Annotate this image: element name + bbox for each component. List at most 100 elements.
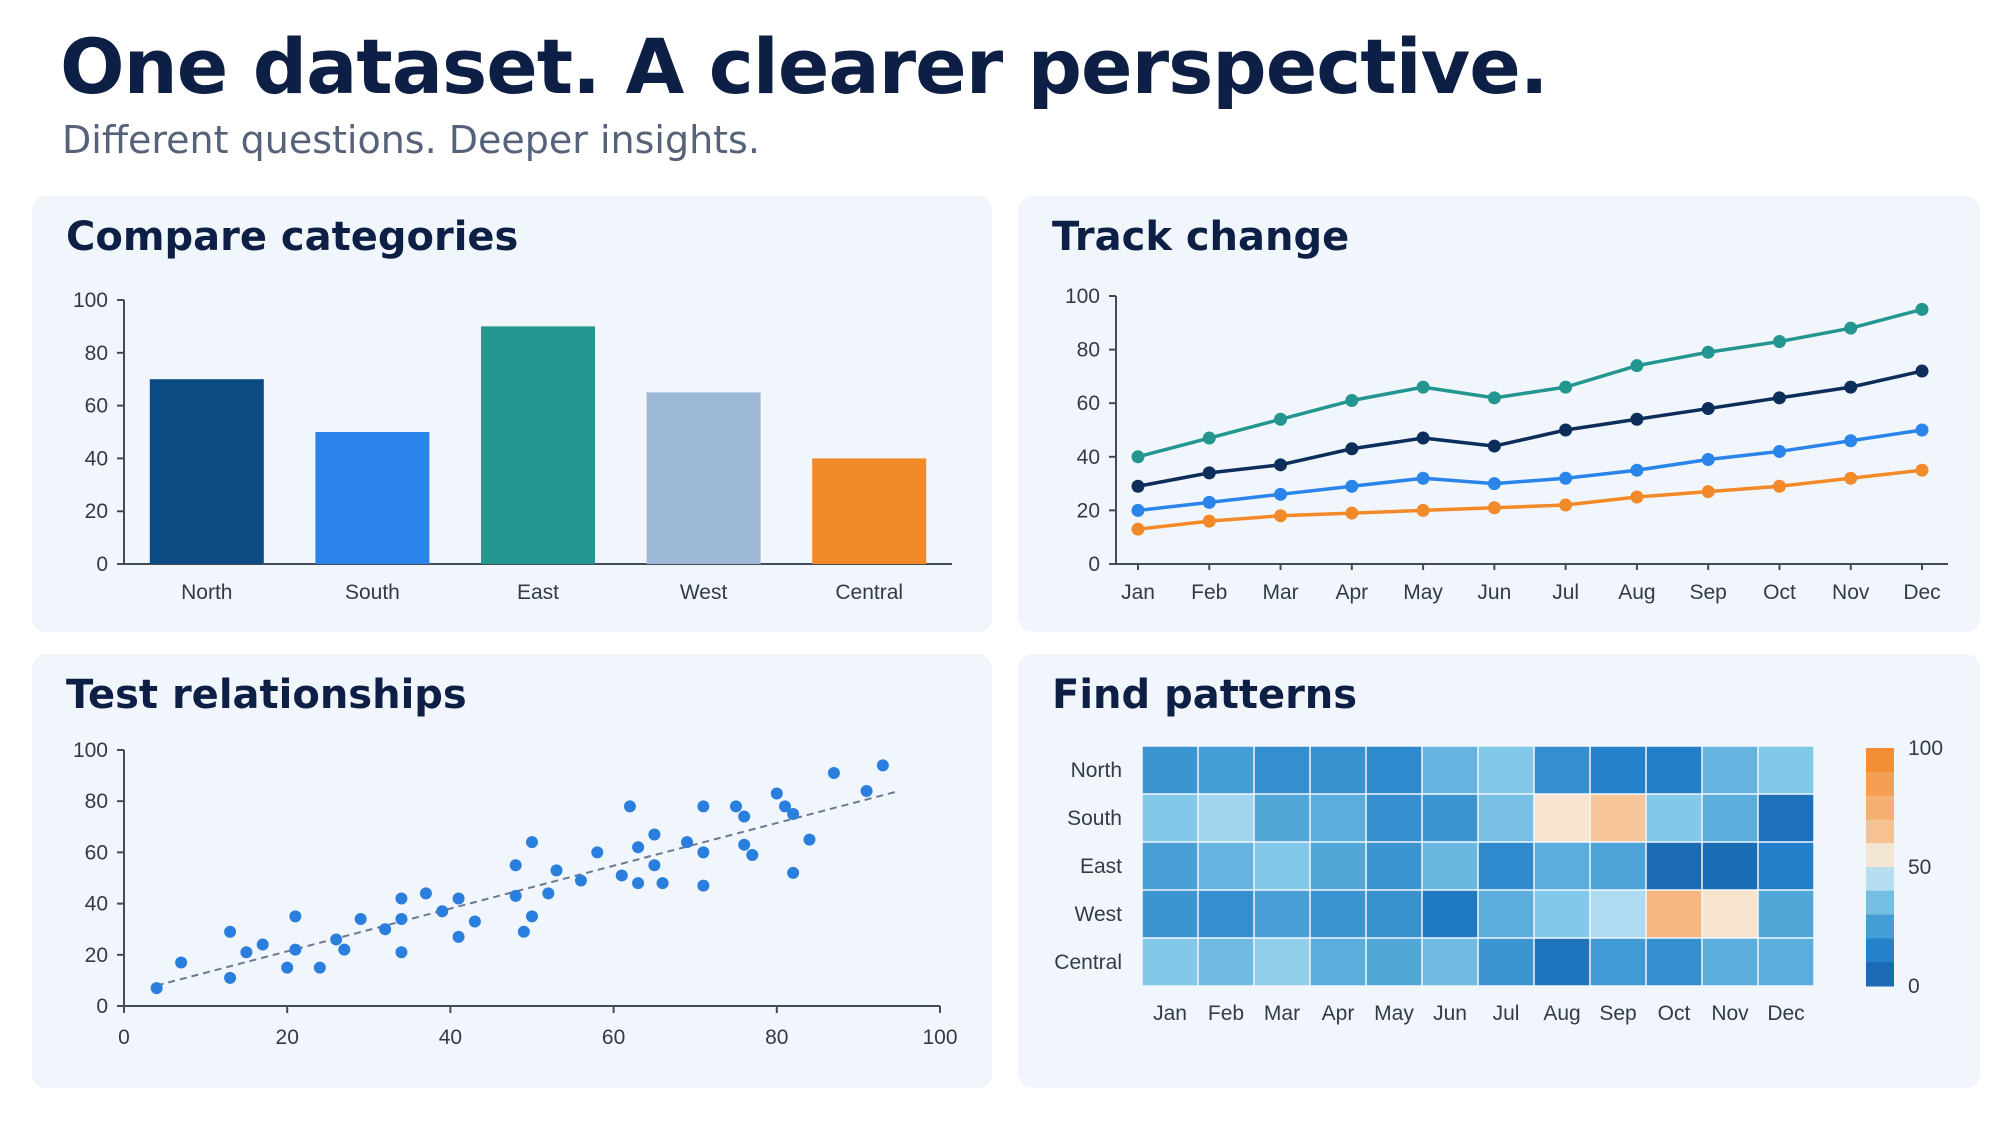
column-label: Nov bbox=[1711, 1002, 1749, 1025]
series-point-0 bbox=[1915, 302, 1929, 316]
heatmap-cell bbox=[1478, 938, 1534, 986]
series-point-3 bbox=[1772, 479, 1786, 493]
colorbar-segment bbox=[1866, 962, 1894, 987]
scatter-point bbox=[509, 889, 522, 902]
x-tick-label: Jul bbox=[1552, 581, 1579, 604]
scatter-point bbox=[224, 925, 237, 938]
heatmap-cell bbox=[1702, 746, 1758, 794]
scatter-point bbox=[632, 877, 645, 890]
colorbar-segment bbox=[1866, 771, 1894, 797]
colorbar-segment bbox=[1866, 867, 1894, 892]
scatter-point bbox=[256, 938, 269, 951]
x-tick-label: 80 bbox=[765, 1026, 788, 1049]
scatter-point bbox=[778, 800, 791, 813]
x-tick-label: East bbox=[517, 581, 559, 604]
y-tick-label: 60 bbox=[1077, 392, 1100, 415]
column-label: May bbox=[1374, 1002, 1414, 1025]
column-label: Apr bbox=[1322, 1002, 1355, 1025]
scatter-point bbox=[224, 971, 237, 984]
x-tick-label: May bbox=[1403, 581, 1443, 604]
series-point-0 bbox=[1844, 321, 1858, 335]
heatmap-cell bbox=[1534, 842, 1590, 890]
series-point-0 bbox=[1131, 450, 1145, 464]
bar-south bbox=[315, 432, 430, 564]
series-line-0 bbox=[1137, 307, 1923, 459]
heatmap-cell bbox=[1758, 890, 1814, 938]
series-point-1 bbox=[1630, 412, 1644, 426]
scatter-point bbox=[656, 877, 669, 890]
heatmap-cell bbox=[1478, 746, 1534, 794]
column-label: Jul bbox=[1493, 1002, 1520, 1025]
heatmap-cell bbox=[1310, 794, 1366, 842]
scatter-point bbox=[730, 800, 742, 813]
x-tick-label: Mar bbox=[1262, 581, 1298, 604]
colorbar-segment bbox=[1866, 819, 1894, 844]
heatmap-cell bbox=[1702, 842, 1758, 890]
heatmap-cell bbox=[1534, 794, 1590, 842]
scatter-point bbox=[681, 836, 694, 849]
heatmap-cell bbox=[1366, 890, 1422, 938]
y-tick-label: 60 bbox=[85, 841, 108, 864]
series-line-3 bbox=[1137, 468, 1923, 531]
x-tick-label: 100 bbox=[922, 1026, 957, 1049]
x-tick-label: 60 bbox=[602, 1026, 625, 1049]
scatter-point bbox=[827, 767, 840, 780]
scatter-point bbox=[313, 961, 326, 974]
y-tick-label: 80 bbox=[1077, 339, 1100, 362]
y-tick-label: 100 bbox=[73, 289, 108, 312]
scatter-point bbox=[150, 982, 163, 995]
heatmap-cell bbox=[1646, 938, 1702, 986]
scatter-point bbox=[770, 787, 783, 800]
series-point-2 bbox=[1274, 487, 1288, 501]
y-tick-label: 40 bbox=[1077, 446, 1100, 469]
bar-chart-panel: Compare categories 0 20 40 60 80 100 North Sout… bbox=[32, 196, 992, 632]
series-point-0 bbox=[1416, 380, 1430, 394]
scatter-point bbox=[697, 800, 710, 813]
heatmap-cell bbox=[1254, 746, 1310, 794]
series-point-3 bbox=[1559, 498, 1573, 512]
bar-chart: 0 20 40 60 80 100 North South East West Central bbox=[73, 289, 952, 604]
x-tick-label: West bbox=[680, 581, 728, 604]
scatter-point bbox=[289, 910, 302, 923]
scatter-point bbox=[452, 892, 465, 905]
row-label: South bbox=[1067, 807, 1122, 830]
heatmap-cell bbox=[1758, 842, 1814, 890]
heatmap-cell bbox=[1142, 746, 1198, 794]
scatter-point bbox=[436, 905, 449, 918]
colorbar-segment bbox=[1866, 795, 1894, 820]
scatter-point bbox=[281, 961, 294, 974]
y-tick-label: 0 bbox=[96, 995, 108, 1018]
line-chart: 0 20 40 60 80 100 Jan Feb Mar Apr May Jun Jul Aug Sep O… bbox=[1065, 285, 1948, 604]
scatter-point bbox=[648, 828, 661, 841]
series-point-2 bbox=[1131, 503, 1145, 517]
scatter-point bbox=[787, 866, 800, 879]
column-label: Jun bbox=[1433, 1002, 1467, 1025]
heatmap-cell bbox=[1590, 746, 1646, 794]
heatmap-cell bbox=[1590, 890, 1646, 938]
page-subtitle: Different questions. Deeper insights. bbox=[62, 118, 760, 162]
x-tick-label: North bbox=[181, 581, 232, 604]
colorbar-segment bbox=[1866, 748, 1894, 773]
scatter-point bbox=[240, 946, 253, 959]
series-point-1 bbox=[1274, 458, 1288, 472]
scatter-point bbox=[623, 800, 636, 813]
heatmap-cell bbox=[1366, 938, 1422, 986]
heatmap-cell bbox=[1310, 746, 1366, 794]
scatter-point bbox=[738, 810, 751, 823]
heatmap-cell bbox=[1422, 842, 1478, 890]
scatter-point bbox=[526, 910, 538, 923]
scatter-point bbox=[876, 759, 889, 772]
scatter-chart: 0 20 40 60 80 100 0 20 40 60 80 100 bbox=[73, 739, 958, 1049]
heatmap-cell bbox=[1254, 794, 1310, 842]
scatter-point bbox=[452, 930, 465, 943]
x-tick-label: 0 bbox=[118, 1026, 130, 1049]
heatmap-cell bbox=[1422, 746, 1478, 794]
heatmap-cell bbox=[1198, 890, 1254, 938]
heatmap-cell bbox=[1142, 842, 1198, 890]
heatmap-cell bbox=[1310, 890, 1366, 938]
column-label: Sep bbox=[1599, 1002, 1636, 1025]
series-point-2 bbox=[1416, 471, 1430, 485]
series-point-2 bbox=[1915, 423, 1929, 437]
row-label: West bbox=[1075, 903, 1123, 926]
heatmap-cell bbox=[1702, 890, 1758, 938]
